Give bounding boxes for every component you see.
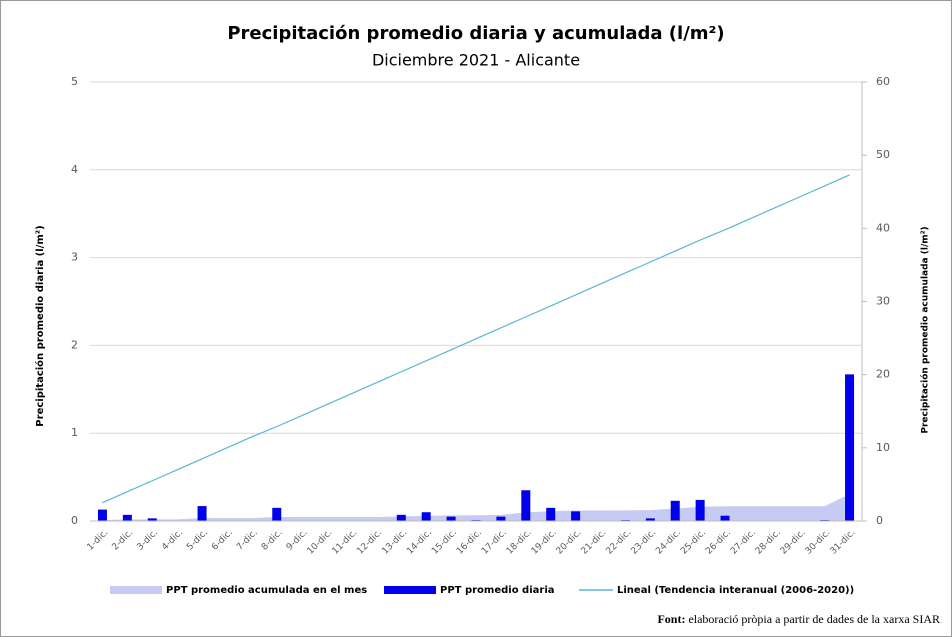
y2-tick-label: 10 — [876, 441, 890, 454]
y2-tick-label: 40 — [876, 221, 890, 234]
legend-label: PPT promedio diaria — [440, 585, 555, 596]
y-tick-label: 5 — [71, 75, 78, 88]
bar — [571, 511, 581, 521]
chart-subtitle: Diciembre 2021 - Alicante — [372, 51, 580, 70]
area — [102, 494, 850, 521]
source: Font: elaboració pròpia a partir de dade… — [657, 612, 940, 626]
bar — [521, 490, 531, 521]
y2-tick-label: 20 — [876, 368, 890, 381]
bar — [645, 518, 655, 521]
legend-swatch — [110, 586, 162, 594]
bar — [272, 507, 282, 521]
bar — [845, 374, 855, 521]
y-tick-label: 1 — [71, 426, 78, 439]
y-tick-label: 0 — [71, 514, 78, 527]
bar — [446, 516, 456, 521]
chart-title: Precipitación promedio diaria y acumulad… — [227, 23, 724, 44]
y2-tick-label: 50 — [876, 148, 890, 161]
bar — [720, 515, 730, 521]
bar — [122, 514, 132, 521]
bar — [396, 514, 406, 521]
y2-axis-label: Precipitación promedio acumulada (l/m²) — [920, 226, 931, 433]
bar — [97, 509, 107, 521]
bar — [670, 500, 680, 521]
bar — [695, 499, 705, 521]
bar — [147, 518, 157, 521]
bar — [496, 516, 506, 521]
bar — [546, 507, 556, 521]
bar — [421, 512, 431, 521]
source-text: elaboració pròpia a partir de dades de l… — [688, 612, 940, 626]
y-tick-label: 3 — [71, 251, 78, 264]
source-label: Font: — [657, 612, 685, 626]
bar — [197, 506, 207, 521]
legend-label: PPT promedio acumulada en el mes — [166, 585, 367, 596]
legend-label: Lineal (Tendencia interanual (2006-2020)… — [617, 585, 854, 596]
y2-tick-label: 30 — [876, 295, 890, 308]
trend-line — [102, 174, 850, 504]
y2-tick-label: 0 — [876, 514, 883, 527]
y-tick-label: 4 — [71, 163, 78, 176]
legend-swatch — [384, 586, 436, 594]
y2-tick-label: 60 — [876, 75, 890, 88]
y-axis-label: Precipitación promedio diaria (l/m²) — [34, 225, 46, 426]
y-tick-label: 2 — [71, 338, 78, 351]
